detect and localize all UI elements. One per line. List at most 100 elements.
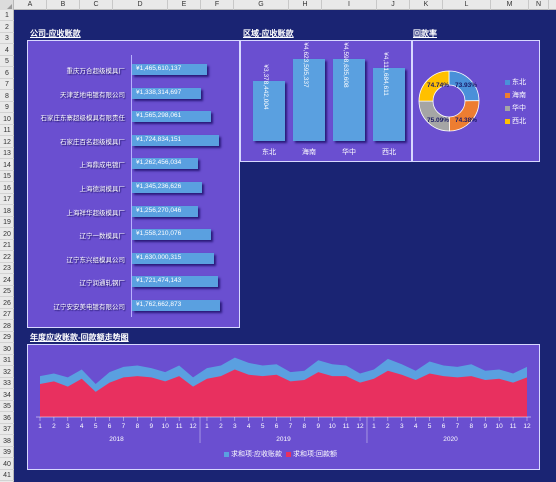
region-bar[interactable]: ¥3,378,442,004 [253,64,285,141]
column-header-m[interactable]: M [491,0,529,10]
company-bar[interactable]: ¥1,558,210,076 [132,229,212,241]
row-header-38[interactable]: 38 [0,436,14,447]
company-bar[interactable]: ¥1,256,270,046 [132,205,198,217]
row-header-30[interactable]: 30 [0,344,14,355]
region-bar[interactable]: ¥4,623,595,337 [293,42,325,141]
company-bar[interactable]: ¥1,724,834,151 [132,134,219,146]
row-header-15[interactable]: 15 [0,171,14,182]
company-bar[interactable]: ¥1,721,474,143 [132,276,219,288]
row-header-9[interactable]: 9 [0,102,14,113]
donut-value-label: 73.93% [455,82,478,89]
company-bar[interactable]: ¥1,338,314,697 [132,87,202,99]
column-header-g[interactable]: G [234,0,289,10]
row-header-6[interactable]: 6 [0,68,14,79]
column-header-j[interactable]: J [377,0,410,10]
company-bar[interactable]: ¥1,565,298,061 [132,111,212,123]
row-header-14[interactable]: 14 [0,160,14,171]
donut-legend-item[interactable]: 海南 [505,90,526,100]
row-header-20[interactable]: 20 [0,229,14,240]
donut-slice[interactable] [448,100,480,132]
row-header-1[interactable]: 1 [0,10,14,21]
trend-month-label: 4 [79,423,84,430]
column-header-c[interactable]: C [80,0,113,10]
region-bar[interactable]: ¥4,111,684,611 [373,52,405,141]
row-header-39[interactable]: 39 [0,447,14,458]
row-header-11[interactable]: 11 [0,125,14,136]
donut-legend-item[interactable]: 东北 [505,77,526,87]
row-header-31[interactable]: 31 [0,355,14,366]
row-header-33[interactable]: 33 [0,378,14,389]
row-header-36[interactable]: 36 [0,413,14,424]
column-header-a[interactable]: A [14,0,47,10]
row-header-10[interactable]: 10 [0,114,14,125]
column-header-d[interactable]: D [113,0,168,10]
row-header-41[interactable]: 41 [0,470,14,481]
trend-legend-item[interactable]: 求和项:应收账款 [224,449,282,459]
column-header-h[interactable]: H [289,0,322,10]
company-bar[interactable]: ¥1,345,236,626 [132,182,202,193]
row-header-18[interactable]: 18 [0,206,14,217]
trend-legend-item[interactable]: 求和项:回款额 [286,449,337,459]
row-header[interactable]: 1 2 3 4 5 6 7 8 9 10 11 12 13 14 15 16 17 18 19 20 21 22 23 24 2… [0,10,14,482]
trend-month-label: 2 [219,423,223,430]
row-header-2[interactable]: 2 [0,22,14,33]
row-header-34[interactable]: 34 [0,390,14,401]
column-header-f[interactable]: F [201,0,234,10]
donut-slice[interactable] [418,70,450,102]
row-header-21[interactable]: 21 [0,240,14,251]
donut-legend-item[interactable]: 西北 [505,116,526,126]
row-header-16[interactable]: 16 [0,183,14,194]
column-header-b[interactable]: B [47,0,80,10]
trend-month-label: 7 [121,423,126,430]
trend-area-series[interactable] [40,369,527,417]
row-header-13[interactable]: 13 [0,148,14,159]
company-receivables-panel[interactable]: 重庆万合超级模具厂 ¥1,465,610,137 天津芝地电镀有限公司 ¥1,338,… [27,40,240,328]
row-header-27[interactable]: 27 [0,309,14,320]
row-header-25[interactable]: 25 [0,286,14,297]
region-bar[interactable]: ¥4,598,635,608 [333,43,365,141]
company-bar[interactable]: ¥1,630,000,315 [132,252,215,264]
row-header-22[interactable]: 22 [0,252,14,263]
row-header-28[interactable]: 28 [0,321,14,332]
row-header-24[interactable]: 24 [0,275,14,286]
row-header-26[interactable]: 26 [0,298,14,309]
trend-year-label: 2020 [443,436,458,443]
column-header-l[interactable]: L [443,0,491,10]
row-header-5[interactable]: 5 [0,56,14,67]
row-header-8[interactable]: 8 [0,91,14,102]
column-header-n[interactable]: N [529,0,549,10]
row-header-29[interactable]: 29 [0,332,14,343]
company-category-label: 辽宁东兴组模具公司 [66,256,126,264]
row-header-40[interactable]: 40 [0,459,14,470]
column-header-e[interactable]: E [168,0,201,10]
payback-rate-panel[interactable]: 73.93% 74.38% 75.09% 74.74% 东北 海南 华中 西北 [412,40,540,162]
legend-label: 西北 [512,118,526,125]
company-bar[interactable]: ¥1,262,456,034 [132,158,198,170]
company-bar-value: ¥1,256,270,046 [136,206,182,214]
row-header-17[interactable]: 17 [0,194,14,205]
company-bar[interactable]: ¥1,762,662,873 [132,300,221,311]
region-receivables-panel[interactable]: ¥3,378,442,004 东北 ¥4,623,595,337 海南 ¥4,598,6… [240,40,412,162]
row-header-12[interactable]: 12 [0,137,14,148]
row-header-4[interactable]: 4 [0,45,14,56]
row-header-37[interactable]: 37 [0,424,14,435]
row-header-19[interactable]: 19 [0,217,14,228]
row-header-7[interactable]: 7 [0,79,14,90]
company-bar[interactable]: ¥1,465,610,137 [132,64,208,75]
row-header-23[interactable]: 23 [0,263,14,274]
trend-month-label: 2 [52,423,56,430]
legend-label: 海南 [512,92,526,99]
region-category-label: 东北 [262,149,276,156]
select-all-corner[interactable] [0,0,14,10]
trend-month-label: 11 [342,423,350,430]
column-header-k[interactable]: K [410,0,443,10]
annual-trend-panel[interactable]: 1 2 3 4 5 6 7 8 9 10 11 12 1 2 3 4 5 6 7 8 9 10 11 12 1 2 3 4 5 6 7 8 9 1… [27,344,540,470]
row-header-32[interactable]: 32 [0,367,14,378]
column-header-i[interactable]: I [322,0,377,10]
row-header-3[interactable]: 3 [0,33,14,44]
donut-legend-item[interactable]: 华中 [505,103,526,113]
row-header-35[interactable]: 35 [0,401,14,412]
trend-area-chart [36,357,531,443]
